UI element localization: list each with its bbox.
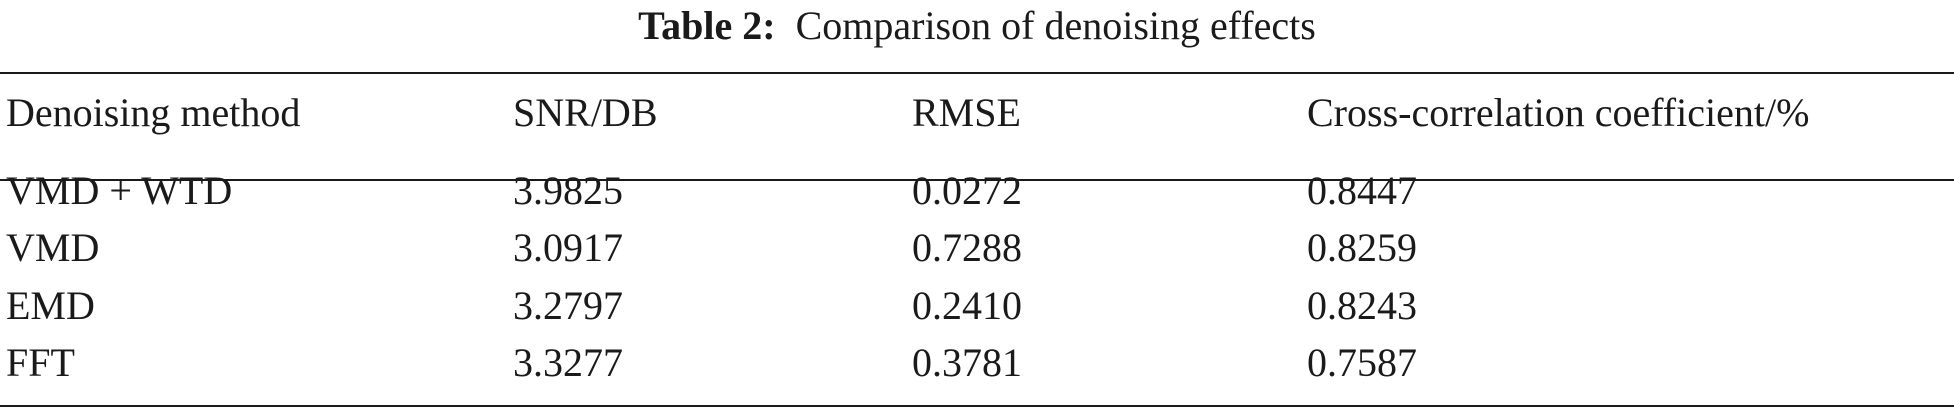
table-row: FFT 3.3277 0.3781 0.7587 [0, 335, 1954, 391]
table-header-row: Denoising method SNR/DB RMSE Cross-corre… [0, 85, 1954, 141]
table-cell: 0.8243 [1307, 283, 1417, 328]
table-cell: 0.0272 [912, 168, 1022, 213]
table-cell: 0.7587 [1307, 340, 1417, 385]
table-bottom-rule [0, 405, 1954, 407]
table-cell: 3.9825 [513, 168, 623, 213]
table-row: VMD 3.0917 0.7288 0.8259 [0, 220, 1954, 276]
table-cell: EMD [6, 283, 95, 328]
column-header: RMSE [912, 90, 1021, 135]
table-cell: 0.2410 [912, 283, 1022, 328]
table-cell: 0.7288 [912, 225, 1022, 270]
column-header: Cross-correlation coefficient/% [1307, 90, 1810, 135]
table-cell: 0.3781 [912, 340, 1022, 385]
table-top-rule [0, 72, 1954, 74]
table-cell: 3.3277 [513, 340, 623, 385]
table-cell: 0.8447 [1307, 168, 1417, 213]
table-header-rule [0, 179, 1954, 181]
table-cell: FFT [6, 340, 75, 385]
table-caption-text: Comparison of denoising effects [795, 3, 1316, 48]
column-header: SNR/DB [513, 90, 658, 135]
table-cell: VMD + WTD [6, 168, 233, 213]
table-cell: 3.2797 [513, 283, 623, 328]
table-caption-label: Table 2: [638, 3, 776, 48]
table-caption: Table 2: Comparison of denoising effects [0, 2, 1954, 50]
table-row: VMD + WTD 3.9825 0.0272 0.8447 [0, 163, 1954, 219]
table-cell: VMD [6, 225, 100, 270]
table-cell: 0.8259 [1307, 225, 1417, 270]
table-row: EMD 3.2797 0.2410 0.8243 [0, 278, 1954, 334]
table-cell: 3.0917 [513, 225, 623, 270]
column-header: Denoising method [6, 90, 301, 135]
